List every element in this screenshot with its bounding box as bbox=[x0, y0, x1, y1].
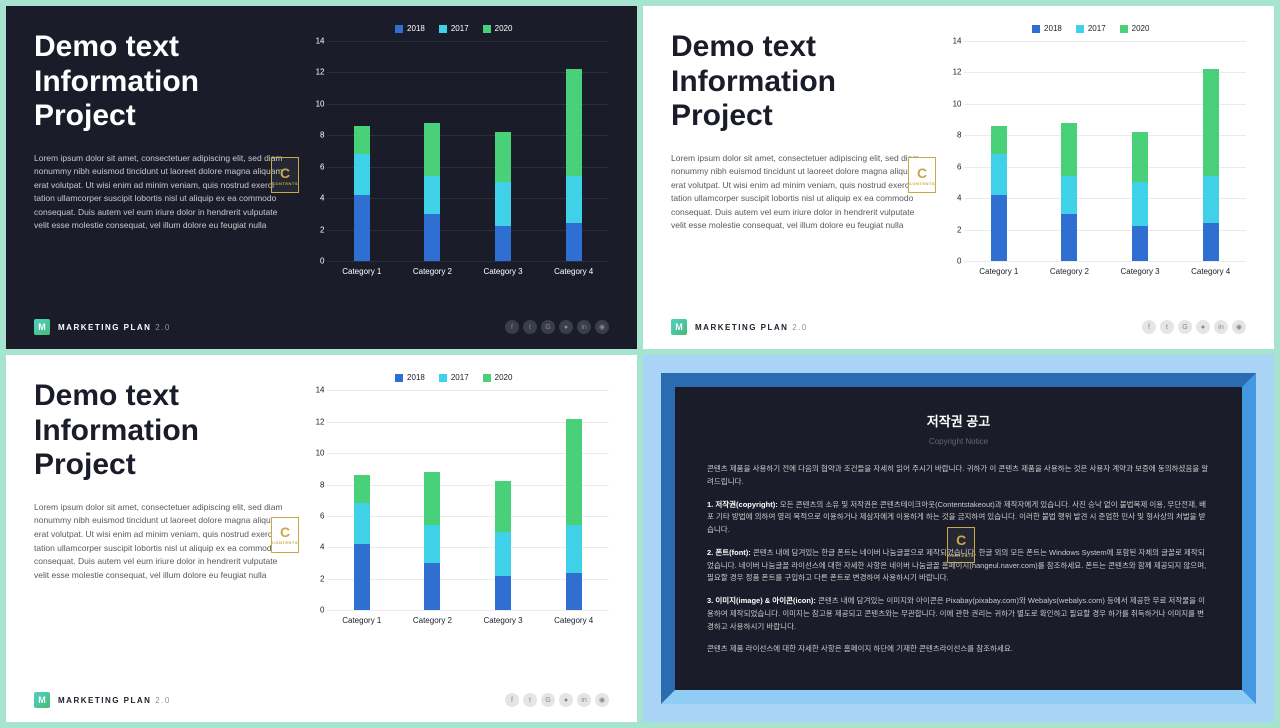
social-icon[interactable]: G bbox=[541, 320, 555, 334]
chart-legend: 201820172020 bbox=[936, 24, 1247, 33]
slide-footer: M MARKETING PLAN 2.0 ftG ● in ◉ bbox=[671, 319, 1246, 335]
chart-region: 20182017202002468101214Category 1Categor… bbox=[299, 30, 610, 301]
bar-stack bbox=[424, 472, 440, 610]
body-text: Lorem ipsum dolor sit amet, consectetuer… bbox=[34, 501, 289, 583]
footer-badge: M bbox=[34, 692, 50, 708]
social-icons: ftG ● in ◉ bbox=[505, 693, 609, 707]
slide-4: 저작권 공고 Copyright Notice 콘텐츠 제품을 사용하기 전에 … bbox=[643, 355, 1274, 722]
social-icon[interactable]: t bbox=[1160, 320, 1174, 334]
social-icon[interactable]: ◉ bbox=[1232, 320, 1246, 334]
brand-logo: C CONTENTS bbox=[908, 157, 936, 193]
slide-title: Demo text Information Project bbox=[34, 30, 289, 134]
copyright-title: 저작권 공고 bbox=[707, 411, 1210, 433]
bar-stack bbox=[1203, 69, 1219, 261]
bar-stack bbox=[495, 481, 511, 610]
social-icon[interactable]: t bbox=[523, 693, 537, 707]
bar-stack bbox=[495, 132, 511, 261]
social-icon[interactable]: f bbox=[1142, 320, 1156, 334]
social-icon[interactable]: in bbox=[577, 693, 591, 707]
social-icons: ftG ● in ◉ bbox=[505, 320, 609, 334]
slide-footer: M MARKETING PLAN 2.0 ftG ● in ◉ bbox=[34, 692, 609, 708]
social-icon[interactable]: t bbox=[523, 320, 537, 334]
bar-stack bbox=[1132, 132, 1148, 261]
social-icon[interactable]: G bbox=[1178, 320, 1192, 334]
social-icon[interactable]: ● bbox=[559, 693, 573, 707]
social-icon[interactable]: f bbox=[505, 320, 519, 334]
chart-legend: 201820172020 bbox=[299, 373, 610, 382]
body-text: Lorem ipsum dolor sit amet, consectetuer… bbox=[671, 152, 926, 234]
social-icon[interactable]: in bbox=[1214, 320, 1228, 334]
slide-3: Demo text Information Project Lorem ipsu… bbox=[6, 355, 637, 722]
bar-stack bbox=[354, 475, 370, 610]
social-icon[interactable]: ◉ bbox=[595, 693, 609, 707]
social-icon[interactable]: f bbox=[505, 693, 519, 707]
bar-stack bbox=[991, 126, 1007, 261]
social-icon[interactable]: ● bbox=[1196, 320, 1210, 334]
slide-2: Demo text Information Project Lorem ipsu… bbox=[643, 6, 1274, 349]
chart-legend: 201820172020 bbox=[299, 24, 610, 33]
social-icon[interactable]: G bbox=[541, 693, 555, 707]
bar-stack bbox=[354, 126, 370, 261]
footer-label: MARKETING PLAN 2.0 bbox=[58, 696, 171, 705]
brand-logo: C CONTENTS bbox=[271, 157, 299, 193]
social-icon[interactable]: ◉ bbox=[595, 320, 609, 334]
copyright-subtitle: Copyright Notice bbox=[707, 435, 1210, 449]
slide-footer: M MARKETING PLAN 2.0 ftG ● in ◉ bbox=[34, 319, 609, 335]
chart-region: 20182017202002468101214Category 1Categor… bbox=[936, 30, 1247, 301]
social-icons: ftG ● in ◉ bbox=[1142, 320, 1246, 334]
bar-stack bbox=[424, 123, 440, 261]
footer-label: MARKETING PLAN 2.0 bbox=[58, 323, 171, 332]
chart-region: 20182017202002468101214Category 1Categor… bbox=[299, 379, 610, 674]
social-icon[interactable]: in bbox=[577, 320, 591, 334]
brand-logo: C CONTENTS bbox=[947, 527, 975, 563]
slide-title: Demo text Information Project bbox=[671, 30, 926, 134]
footer-label: MARKETING PLAN 2.0 bbox=[695, 323, 808, 332]
social-icon[interactable]: ● bbox=[559, 320, 573, 334]
body-text: Lorem ipsum dolor sit amet, consectetuer… bbox=[34, 152, 289, 234]
brand-logo: C CONTENTS bbox=[271, 517, 299, 553]
bar-stack bbox=[566, 69, 582, 261]
footer-badge: M bbox=[671, 319, 687, 335]
bar-stack bbox=[1061, 123, 1077, 261]
footer-badge: M bbox=[34, 319, 50, 335]
slide-1: Demo text Information Project Lorem ipsu… bbox=[6, 6, 637, 349]
slide-title: Demo text Information Project bbox=[34, 379, 289, 483]
bar-stack bbox=[566, 419, 582, 611]
